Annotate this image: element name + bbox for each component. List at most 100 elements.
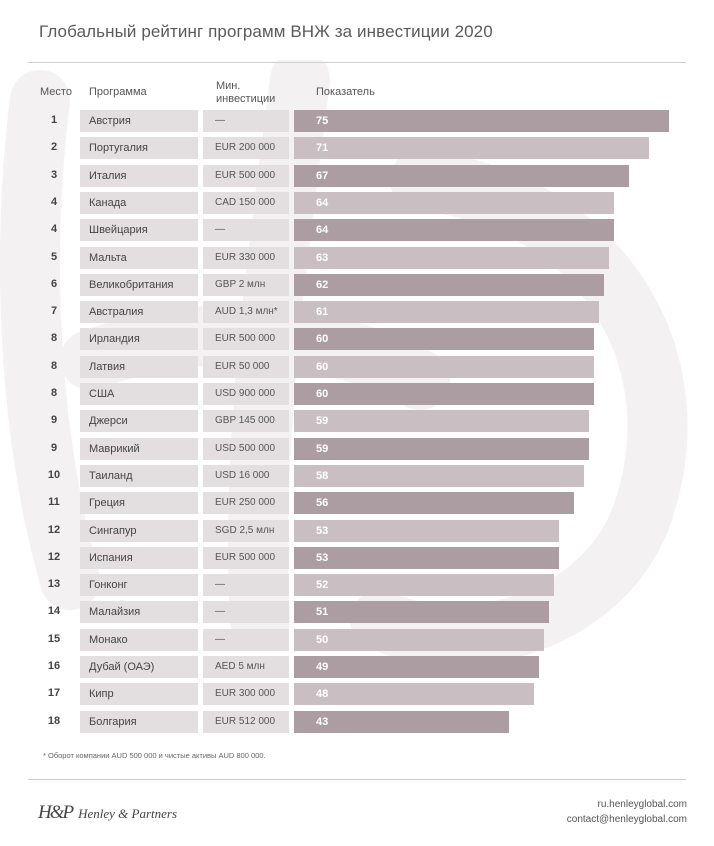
score-label: 63 — [316, 252, 329, 264]
header-investment-line2: инвестиции — [216, 93, 276, 105]
rank-cell: 7 — [50, 305, 58, 317]
rank-cell: 11 — [48, 496, 60, 508]
investment-cell: EUR 500 000 — [203, 328, 289, 350]
score-label: 52 — [316, 579, 329, 591]
investment-cell: USD 900 000 — [203, 383, 289, 405]
contact-email[interactable]: contact@henleyglobal.com — [566, 814, 687, 825]
program-cell: Испания — [80, 547, 198, 569]
investment-cell: AUD 1,3 млн* — [203, 301, 289, 323]
score-label: 49 — [316, 661, 329, 673]
score-label: 51 — [316, 606, 329, 618]
brand-name: Henley & Partners — [78, 806, 178, 821]
score-bar — [294, 356, 594, 378]
program-cell: Маврикий — [80, 438, 198, 460]
score-bar — [294, 137, 649, 159]
program-cell: Таиланд — [80, 465, 198, 487]
score-bar — [294, 520, 559, 542]
top-divider — [28, 62, 686, 63]
score-bar — [294, 629, 544, 651]
score-bar — [294, 711, 509, 733]
score-bar — [294, 547, 559, 569]
header-score: Показатель — [316, 86, 375, 98]
score-bar — [294, 383, 594, 405]
score-bar — [294, 601, 549, 623]
program-cell: Монако — [80, 629, 198, 651]
score-bar — [294, 247, 609, 269]
rank-cell: 1 — [50, 114, 58, 126]
program-cell: Канада — [80, 192, 198, 214]
bottom-divider — [28, 779, 686, 780]
rank-cell: 8 — [50, 387, 58, 399]
score-label: 59 — [316, 415, 329, 427]
score-label: 53 — [316, 552, 329, 564]
score-bar — [294, 574, 554, 596]
score-bar — [294, 438, 589, 460]
header-rank: Место — [40, 86, 72, 98]
score-bar — [294, 328, 594, 350]
header-investment: Мин. инвестиции — [216, 80, 275, 106]
rank-cell: 5 — [50, 251, 58, 263]
score-label: 60 — [316, 361, 329, 373]
program-cell: Малайзия — [80, 601, 198, 623]
score-label: 48 — [316, 688, 329, 700]
rank-cell: 10 — [47, 469, 61, 481]
rank-cell: 3 — [50, 169, 58, 181]
score-label: 50 — [316, 634, 329, 646]
score-label: 62 — [316, 279, 329, 291]
investment-cell: — — [203, 219, 289, 241]
program-cell: Дубай (ОАЭ) — [80, 656, 198, 678]
investment-cell: AED 5 млн — [203, 656, 289, 678]
program-cell: Великобритания — [80, 274, 198, 296]
investment-cell: SGD 2,5 млн — [203, 520, 289, 542]
investment-cell: GBP 145 000 — [203, 410, 289, 432]
footnote: * Оборот компании AUD 500 000 и чистые а… — [43, 751, 266, 760]
rank-cell: 18 — [47, 715, 61, 727]
score-bar — [294, 410, 589, 432]
investment-cell: EUR 50 000 — [203, 356, 289, 378]
investment-cell: EUR 500 000 — [203, 165, 289, 187]
rank-cell: 12 — [47, 524, 61, 536]
program-cell: Италия — [80, 165, 198, 187]
rank-cell: 9 — [50, 442, 58, 454]
rank-cell: 14 — [47, 605, 61, 617]
score-bar — [294, 656, 539, 678]
score-bar — [294, 165, 629, 187]
score-bar — [294, 192, 614, 214]
score-label: 71 — [316, 142, 329, 154]
investment-cell: — — [203, 574, 289, 596]
score-label: 64 — [316, 224, 329, 236]
investment-cell: USD 16 000 — [203, 465, 289, 487]
program-cell: Гонконг — [80, 574, 198, 596]
contact-site[interactable]: ru.henleyglobal.com — [597, 799, 688, 810]
score-label: 75 — [316, 115, 329, 127]
score-bar — [294, 683, 534, 705]
program-cell: Джерси — [80, 410, 198, 432]
investment-cell: — — [203, 110, 289, 132]
score-bar — [294, 274, 604, 296]
score-label: 60 — [316, 388, 329, 400]
program-cell: Кипр — [80, 683, 198, 705]
score-label: 60 — [316, 333, 329, 345]
score-label: 58 — [316, 470, 329, 482]
rank-cell: 8 — [50, 332, 58, 344]
investment-cell: EUR 300 000 — [203, 683, 289, 705]
score-bar — [294, 492, 574, 514]
score-label: 53 — [316, 525, 329, 537]
investment-cell: EUR 500 000 — [203, 547, 289, 569]
investment-cell: — — [203, 601, 289, 623]
header-investment-line1: Мин. — [216, 80, 241, 92]
program-cell: Сингапур — [80, 520, 198, 542]
investment-cell: GBP 2 млн — [203, 274, 289, 296]
program-cell: Швейцария — [80, 219, 198, 241]
program-cell: США — [80, 383, 198, 405]
program-cell: Болгария — [80, 711, 198, 733]
logo-mark: H&P — [38, 802, 74, 823]
header-program: Программа — [89, 86, 147, 98]
score-label: 43 — [316, 716, 329, 728]
investment-cell: EUR 512 000 — [203, 711, 289, 733]
rank-cell: 12 — [47, 551, 61, 563]
investment-cell: USD 500 000 — [203, 438, 289, 460]
rank-cell: 13 — [47, 578, 61, 590]
program-cell: Португалия — [80, 137, 198, 159]
rank-cell: 15 — [47, 633, 61, 645]
